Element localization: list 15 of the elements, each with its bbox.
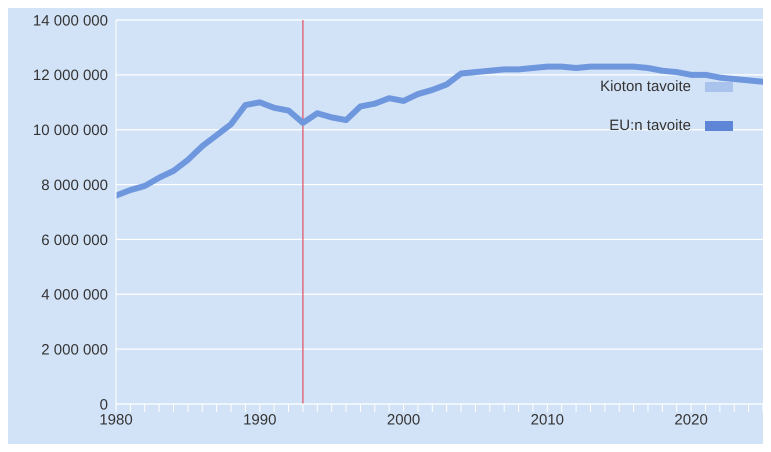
y-tick-label: 0: [100, 396, 108, 414]
y-tick-label: 6 000 000: [41, 232, 108, 249]
y-tick-label: 2 000 000: [41, 341, 108, 358]
y-tick-label: 4 000 000: [41, 286, 108, 304]
legend-label: EU:n tavoite: [609, 117, 691, 134]
x-tick-label: 2010: [530, 412, 564, 429]
y-tick-label: 10 000 000: [32, 122, 108, 140]
x-tick-label: 2000: [386, 412, 420, 429]
y-tick-label: 8 000 000: [41, 176, 108, 194]
legend-label: Kioton tavoite: [600, 78, 691, 95]
y-tick-label: 14 000 000: [32, 12, 108, 30]
x-tick-label: 1980: [99, 412, 133, 429]
x-tick-label: 2020: [674, 412, 708, 429]
y-tick-label: 12 000 000: [32, 67, 108, 84]
x-tick-label: 1990: [243, 412, 276, 429]
